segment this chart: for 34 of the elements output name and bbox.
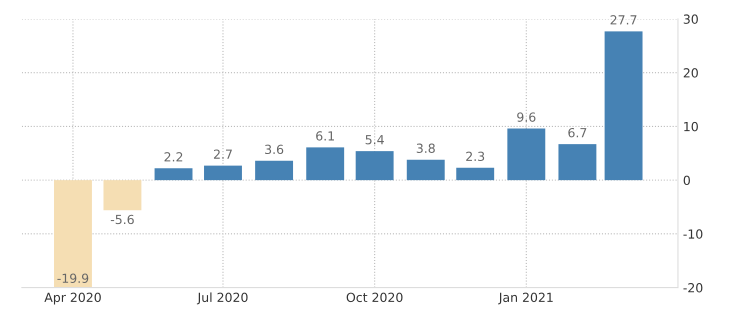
data-label: 3.6 (265, 144, 284, 154)
x-tick-label: Oct 2020 (346, 292, 403, 302)
y-tick-label: 0 (684, 176, 690, 186)
bar (306, 147, 344, 180)
bar (54, 180, 92, 288)
y-tick-label: 10 (684, 122, 698, 132)
bar (356, 151, 394, 180)
bar (456, 168, 494, 180)
bar (204, 166, 242, 180)
bar (154, 168, 192, 180)
data-label: 6.1 (316, 131, 334, 141)
data-label: 2.7 (214, 149, 232, 159)
x-tick-label: Jan 2021 (498, 292, 553, 304)
y-tick-label: -20 (683, 283, 702, 292)
data-label: 27.7 (610, 15, 636, 24)
y-tick-label: 30 (684, 14, 698, 24)
data-label: -5.6 (110, 214, 134, 224)
x-tick-label: Jul 2020 (196, 292, 248, 304)
data-label: 9.6 (517, 112, 536, 122)
bar (558, 144, 596, 180)
y-tick-label: -10 (683, 229, 702, 239)
data-label: 3.8 (416, 144, 435, 153)
bar (103, 180, 142, 210)
x-tick-label: Apr 2020 (44, 292, 101, 305)
data-label: 5.4 (366, 135, 384, 144)
data-label: 6.7 (568, 128, 586, 138)
bar (406, 160, 445, 180)
y-tick-label: 20 (684, 68, 698, 78)
bar (255, 160, 294, 180)
bar (507, 128, 546, 180)
data-label: 2.3 (466, 152, 484, 162)
data-label: 2.2 (164, 152, 182, 162)
data-label: -19.9 (57, 274, 88, 283)
bar (604, 31, 643, 180)
